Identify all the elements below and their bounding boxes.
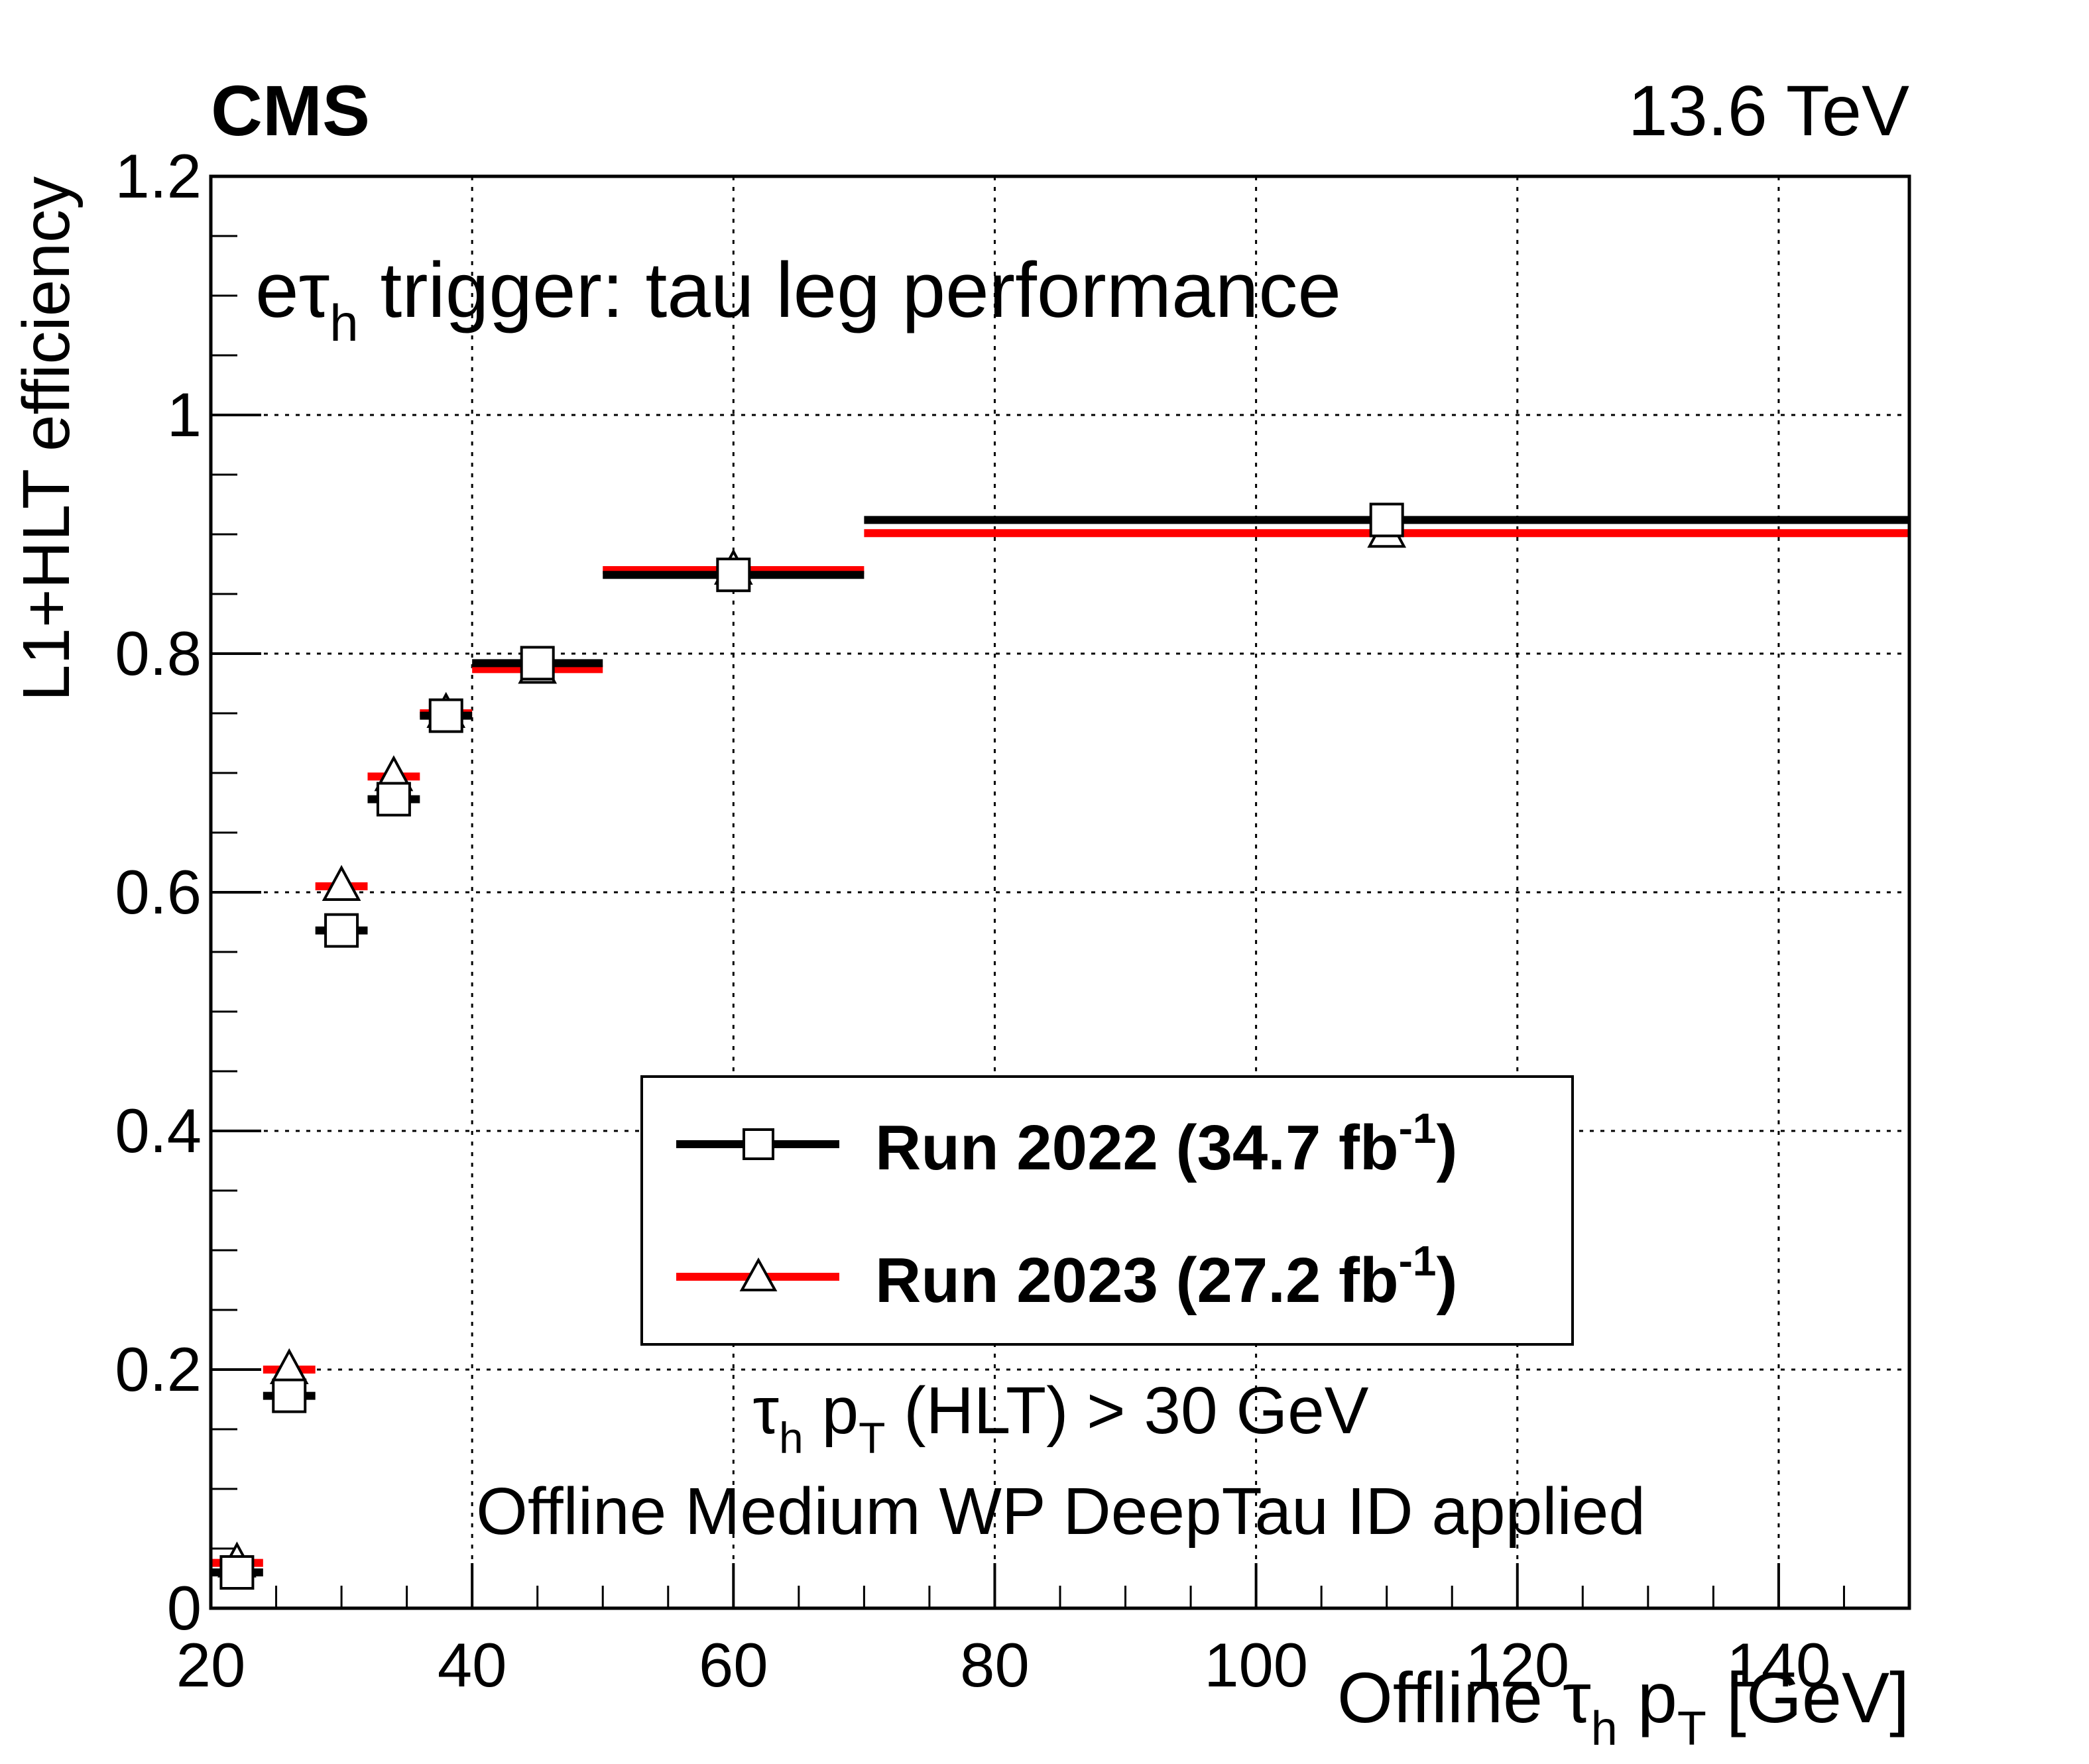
legend-label-2023-main: Run 2023 (27.2 fb <box>875 1245 1399 1316</box>
trigger-label-prefix: e <box>255 247 299 334</box>
selection-rest: (HLT) > 30 GeV <box>886 1374 1369 1448</box>
x-axis-title-p-sub: T <box>1677 1702 1706 1755</box>
x-tick-label: 60 <box>699 1630 768 1700</box>
trigger-label: eτh trigger: tau leg performance <box>255 247 1341 352</box>
legend-label-2022-sup: -1 <box>1399 1104 1437 1152</box>
selection-line-2: Offline Medium WP DeepTau ID applied <box>476 1474 1645 1549</box>
data-point-square <box>428 698 463 733</box>
data-point-square <box>520 646 555 681</box>
x-tick-label: 20 <box>176 1630 246 1700</box>
trigger-label-suffix: trigger: tau leg performance <box>359 247 1341 334</box>
y-axis-title: L1+HLT efficiency <box>9 176 84 701</box>
y-tick-label: 0.4 <box>115 1096 202 1165</box>
legend-marker-triangle <box>739 1257 778 1291</box>
y-tick-label: 1.2 <box>115 141 202 211</box>
y-tick-label: 0.2 <box>115 1334 202 1404</box>
plot-frame <box>209 174 1911 1610</box>
legend-box <box>640 1075 1574 1346</box>
y-tick-label: 0.6 <box>115 857 202 927</box>
series-layer <box>211 502 1909 1590</box>
selection-tau-sub: h <box>779 1413 804 1462</box>
data-point-square <box>376 782 411 817</box>
selection-line-1: τh pT (HLT) > 30 GeV <box>753 1374 1369 1462</box>
legend-label-2022-close: ) <box>1437 1112 1458 1183</box>
x-axis-title-tau-sub: h <box>1591 1702 1618 1755</box>
data-point-square <box>272 1378 307 1413</box>
data-point-square <box>219 1555 255 1590</box>
legend: Run 2022 (34.7 fb-1) Run 2023 (27.2 fb-1… <box>640 1075 1574 1346</box>
legend-marker-square <box>743 1128 774 1160</box>
x-axis-title: Offline τh pT [GeV] <box>1337 1657 1909 1755</box>
x-tick-labels: 20 40 60 80 100 120 140 <box>176 1630 1831 1700</box>
y-tick-labels: 0 0.2 0.4 0.6 0.8 1 1.2 <box>115 141 202 1643</box>
x-tick-label: 140 <box>1727 1630 1831 1700</box>
legend-label-2023-sup: -1 <box>1399 1237 1437 1285</box>
data-point-triangle <box>322 864 361 901</box>
legend-label-2023: Run 2023 (27.2 fb-1) <box>875 1237 1457 1316</box>
experiment-label: CMS <box>211 70 370 150</box>
selection-p-sub: T <box>859 1413 885 1462</box>
x-axis-title-p: p <box>1618 1657 1677 1737</box>
series-square-markers <box>219 502 1404 1590</box>
data-point-square <box>1369 502 1404 538</box>
y-tick-label: 0 <box>167 1573 202 1643</box>
x-axis-title-tau: τ <box>1563 1657 1591 1737</box>
trigger-label-sub: h <box>329 294 358 352</box>
data-point-square <box>716 558 751 593</box>
legend-label-2022: Run 2022 (34.7 fb-1) <box>875 1104 1457 1183</box>
x-tick-label: 40 <box>438 1630 507 1700</box>
selection-tau: τ <box>753 1374 780 1448</box>
y-tick-label: 0.8 <box>115 618 202 688</box>
legend-label-2022-main: Run 2022 (34.7 fb <box>875 1112 1399 1183</box>
x-axis-title-prefix: Offline <box>1337 1657 1563 1737</box>
selection-p: p <box>804 1374 859 1448</box>
trigger-label-tau: τ <box>299 247 330 334</box>
y-tick-label: 1 <box>167 380 202 449</box>
legend-label-2023-close: ) <box>1437 1245 1458 1316</box>
x-tick-label: 100 <box>1204 1630 1308 1700</box>
data-point-square <box>324 913 359 948</box>
energy-label: 13.6 TeV <box>1628 70 1909 150</box>
x-tick-label: 80 <box>960 1630 1030 1700</box>
x-tick-label: 120 <box>1465 1630 1569 1700</box>
x-axis-title-unit: [GeV] <box>1706 1657 1909 1737</box>
plot-area <box>209 174 1911 1610</box>
